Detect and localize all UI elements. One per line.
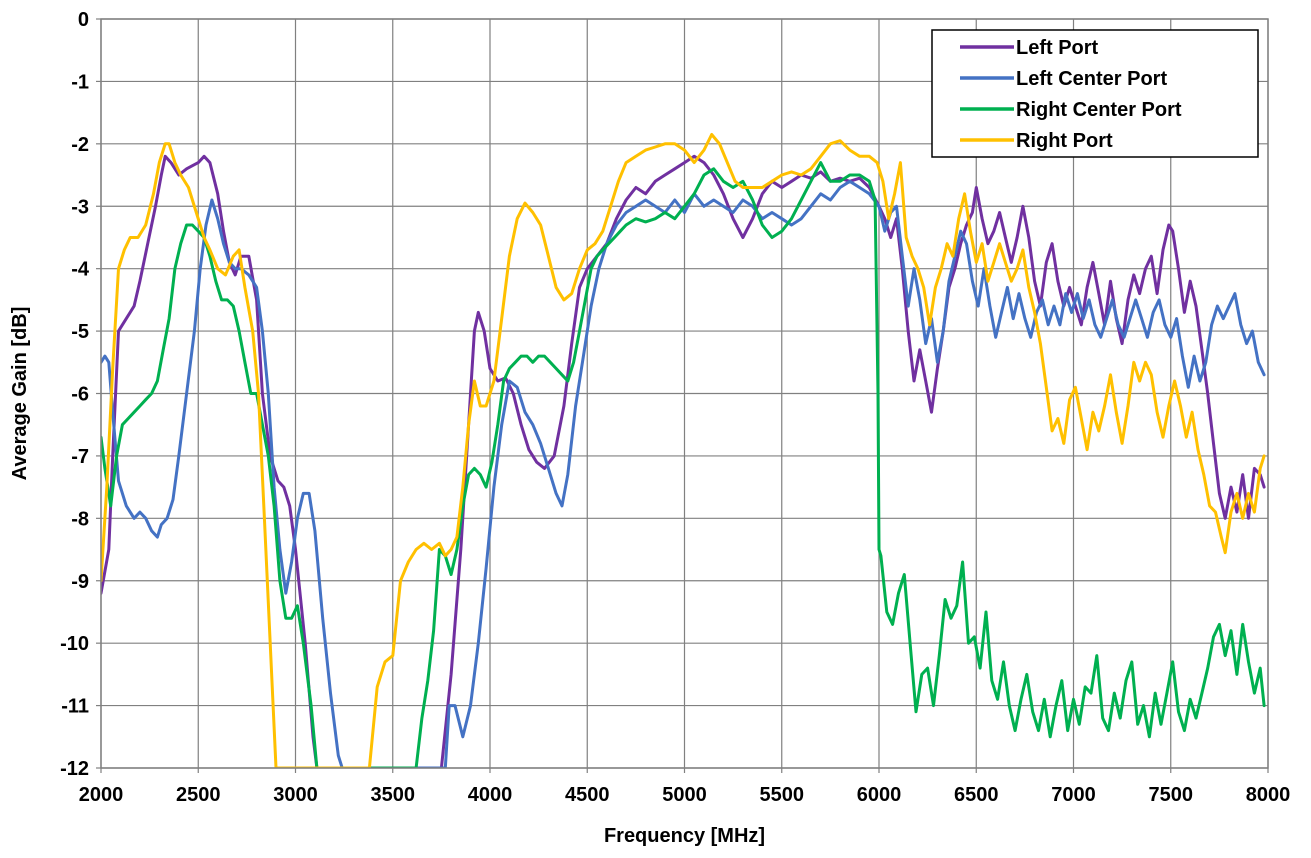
x-tick-label: 4000: [468, 784, 513, 806]
series-line-right-center-port: [101, 161, 1266, 768]
y-tick-label: -6: [71, 384, 89, 406]
y-tick-label: -4: [71, 259, 90, 281]
x-tick-label: 5500: [760, 784, 805, 806]
y-tick-label: -5: [71, 321, 89, 343]
x-tick-label: 6000: [857, 784, 902, 806]
x-tick-label: 6500: [954, 784, 999, 806]
y-tick-label: -10: [60, 633, 89, 655]
y-tick-label: -2: [71, 134, 89, 156]
x-tick-label: 2000: [79, 784, 124, 806]
legend-item-right-center-port: Right Center Port: [960, 99, 1182, 121]
x-tick-label: 3500: [371, 784, 416, 806]
legend-item-left-port: Left Port: [960, 37, 1099, 59]
legend-label: Left Port: [1016, 37, 1099, 59]
y-tick-label: -7: [71, 446, 89, 468]
x-tick-label: 2500: [176, 784, 221, 806]
y-tick-label: -11: [61, 696, 89, 718]
x-tick-label: 3000: [273, 784, 318, 806]
y-axis-ticks: 0 -1 -2 -3 -4 -5 -6 -7 -8 -9 -10 -11 -12: [60, 9, 101, 780]
series-line-right-port: [101, 133, 1266, 768]
x-axis-title: Frequency [MHz]: [604, 825, 765, 847]
legend-label: Left Center Port: [1016, 68, 1167, 90]
x-tick-label: 5000: [662, 784, 707, 806]
y-tick-label: -8: [71, 508, 89, 530]
series-layer: [101, 133, 1266, 768]
legend-item-left-center-port: Left Center Port: [960, 68, 1167, 90]
y-tick-label: -1: [71, 71, 89, 93]
y-tick-label: 0: [78, 9, 89, 31]
x-tick-label: 7000: [1051, 784, 1096, 806]
y-axis-title: Average Gain [dB]: [9, 307, 31, 481]
legend-label: Right Port: [1016, 130, 1113, 152]
x-tick-label: 4500: [565, 784, 610, 806]
y-tick-label: -3: [71, 196, 89, 218]
legend: Left Port Left Center Port Right Center Po…: [931, 29, 1259, 158]
x-tick-label: 8000: [1246, 784, 1291, 806]
y-tick-label: -9: [71, 571, 89, 593]
x-tick-label: 7500: [1149, 784, 1194, 806]
legend-item-right-port: Right Port: [960, 130, 1113, 152]
x-axis-ticks: 2000 2500 3000 3500 4000 4500 5000 5500 6000 6500…: [79, 768, 1291, 806]
legend-box: [931, 29, 1259, 158]
legend-label: Right Center Port: [1016, 99, 1182, 121]
y-tick-label: -12: [60, 758, 89, 780]
